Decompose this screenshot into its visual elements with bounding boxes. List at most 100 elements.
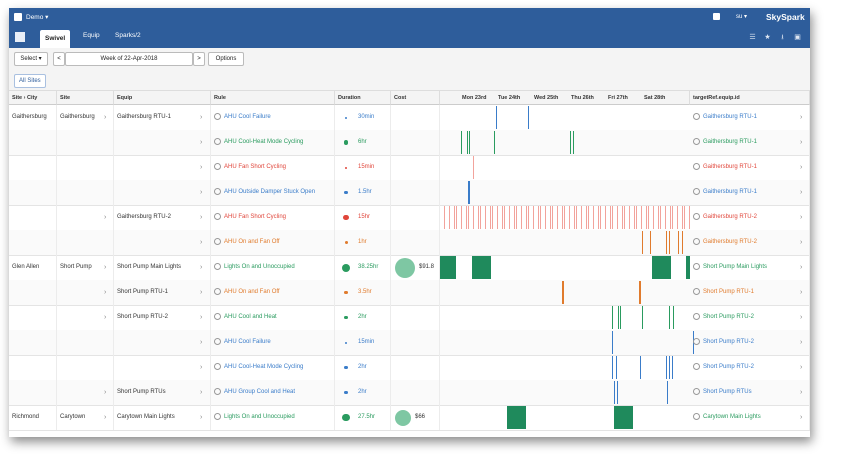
target-cell[interactable]: Gaithersburg RTU-1 <box>690 180 810 205</box>
event-mark[interactable] <box>612 356 613 379</box>
info-icon[interactable] <box>693 337 700 345</box>
rule-cell[interactable]: Lights On and Unoccupied <box>211 255 335 280</box>
event-mark[interactable] <box>665 206 666 229</box>
timeline-cell[interactable] <box>440 380 690 405</box>
event-mark[interactable] <box>666 231 667 254</box>
event-mark[interactable] <box>550 206 551 229</box>
event-mark[interactable] <box>497 206 498 229</box>
info-icon[interactable] <box>214 387 221 395</box>
event-mark[interactable] <box>600 206 601 229</box>
chevron-right-icon[interactable]: › <box>200 389 203 396</box>
chevron-right-icon[interactable]: › <box>104 414 107 421</box>
chevron-right-icon[interactable]: › <box>800 189 803 196</box>
event-mark[interactable] <box>440 256 456 279</box>
target-cell[interactable]: Short Pump RTU-1 <box>690 280 810 305</box>
event-mark[interactable] <box>468 181 470 204</box>
event-mark[interactable] <box>516 206 517 229</box>
info-icon[interactable] <box>693 362 700 370</box>
target-cell[interactable]: Gaithersburg RTU-2 <box>690 205 810 230</box>
chevron-right-icon[interactable]: › <box>800 214 803 221</box>
chevron-right-icon[interactable]: › <box>200 189 203 196</box>
col-header-city[interactable]: Site › City <box>9 91 57 105</box>
event-mark[interactable] <box>617 206 618 229</box>
rule-cell[interactable]: AHU On and Fan Off <box>211 280 335 305</box>
info-icon[interactable] <box>693 387 700 395</box>
timeline-cell[interactable] <box>440 280 690 305</box>
table-row[interactable]: Short Pump RTUs › › AHU Group Cool and Heat… <box>9 380 810 406</box>
chevron-right-icon[interactable]: › <box>200 289 203 296</box>
table-row[interactable]: Glen Allen Short Pump Short Pump Main Ligh… <box>9 255 810 281</box>
options-button[interactable]: Options <box>208 52 244 66</box>
timeline-cell[interactable] <box>440 230 690 255</box>
event-mark[interactable] <box>456 206 457 229</box>
chevron-right-icon[interactable]: › <box>104 114 107 121</box>
event-mark[interactable] <box>677 206 678 229</box>
table-row[interactable]: › AHU Outside Damper Stuck Open 1.5hr Gaith… <box>9 180 810 206</box>
event-mark[interactable] <box>461 206 462 229</box>
table-row[interactable]: › AHU On and Fan Off 1hr Gaithersburg RTU-2… <box>9 230 810 256</box>
event-mark[interactable] <box>612 331 613 354</box>
timeline-cell[interactable] <box>440 305 690 330</box>
info-icon[interactable] <box>214 112 221 120</box>
chevron-right-icon[interactable]: › <box>800 314 803 321</box>
event-mark[interactable] <box>666 356 667 379</box>
table-row[interactable]: Richmond Carytown Carytown Main Lights › › Li… <box>9 405 810 431</box>
info-icon[interactable] <box>214 237 221 245</box>
chevron-right-icon[interactable]: › <box>800 264 803 271</box>
rule-cell[interactable]: Lights On and Unoccupied <box>211 405 335 430</box>
col-header-target[interactable]: targetRef.equip.id <box>690 91 810 105</box>
chevron-right-icon[interactable]: › <box>800 414 803 421</box>
event-mark[interactable] <box>528 106 529 129</box>
event-mark[interactable] <box>473 156 474 179</box>
event-mark[interactable] <box>586 206 587 229</box>
event-mark[interactable] <box>650 231 651 254</box>
timeline-cell[interactable] <box>440 180 690 205</box>
event-mark[interactable] <box>622 206 623 229</box>
chevron-right-icon[interactable]: › <box>200 114 203 121</box>
event-mark[interactable] <box>574 206 575 229</box>
col-header-rule[interactable]: Rule <box>211 91 335 105</box>
chevron-right-icon[interactable]: › <box>104 389 107 396</box>
event-mark[interactable] <box>490 206 491 229</box>
event-mark[interactable] <box>612 206 613 229</box>
event-mark[interactable] <box>485 206 486 229</box>
target-cell[interactable]: Gaithersburg RTU-1 <box>690 105 810 130</box>
event-mark[interactable] <box>545 206 546 229</box>
event-mark[interactable] <box>618 306 619 329</box>
table-row[interactable]: › AHU Fan Short Cycling 15min Gaithersburg … <box>9 155 810 181</box>
table-row[interactable]: › AHU Cool Failure 15min Short Pump RTU-2 › <box>9 330 810 356</box>
info-icon[interactable] <box>214 362 221 370</box>
chevron-right-icon[interactable]: › <box>200 264 203 271</box>
target-cell[interactable]: Short Pump RTU-2 <box>690 355 810 380</box>
event-mark[interactable] <box>634 206 635 229</box>
target-cell[interactable]: Gaithersburg RTU-1 <box>690 155 810 180</box>
event-mark[interactable] <box>640 356 641 379</box>
info-icon[interactable] <box>214 287 221 295</box>
rule-cell[interactable]: AHU Cool and Heat <box>211 305 335 330</box>
event-mark[interactable] <box>614 381 615 404</box>
info-icon[interactable] <box>693 262 700 270</box>
event-mark[interactable] <box>617 381 618 404</box>
timeline-cell[interactable] <box>440 130 690 155</box>
download-icon[interactable]: ⭳ <box>781 34 784 41</box>
event-mark[interactable] <box>620 306 621 329</box>
chevron-right-icon[interactable]: › <box>200 164 203 171</box>
event-mark[interactable] <box>669 306 670 329</box>
event-mark[interactable] <box>526 206 527 229</box>
event-mark[interactable] <box>557 206 558 229</box>
event-mark[interactable] <box>614 406 633 429</box>
user-menu[interactable]: su ▾ <box>736 14 748 20</box>
chevron-right-icon[interactable]: › <box>800 114 803 121</box>
event-mark[interactable] <box>444 206 445 229</box>
event-mark[interactable] <box>682 231 683 254</box>
event-mark[interactable] <box>642 231 643 254</box>
info-icon[interactable] <box>693 412 700 420</box>
event-mark[interactable] <box>507 406 526 429</box>
event-mark[interactable] <box>653 206 654 229</box>
panel-icon[interactable]: ▣ <box>794 34 801 41</box>
event-mark[interactable] <box>646 206 647 229</box>
chevron-right-icon[interactable]: › <box>200 214 203 221</box>
info-icon[interactable] <box>693 312 700 320</box>
event-mark[interactable] <box>624 206 625 229</box>
rule-cell[interactable]: AHU Cool Failure <box>211 105 335 130</box>
